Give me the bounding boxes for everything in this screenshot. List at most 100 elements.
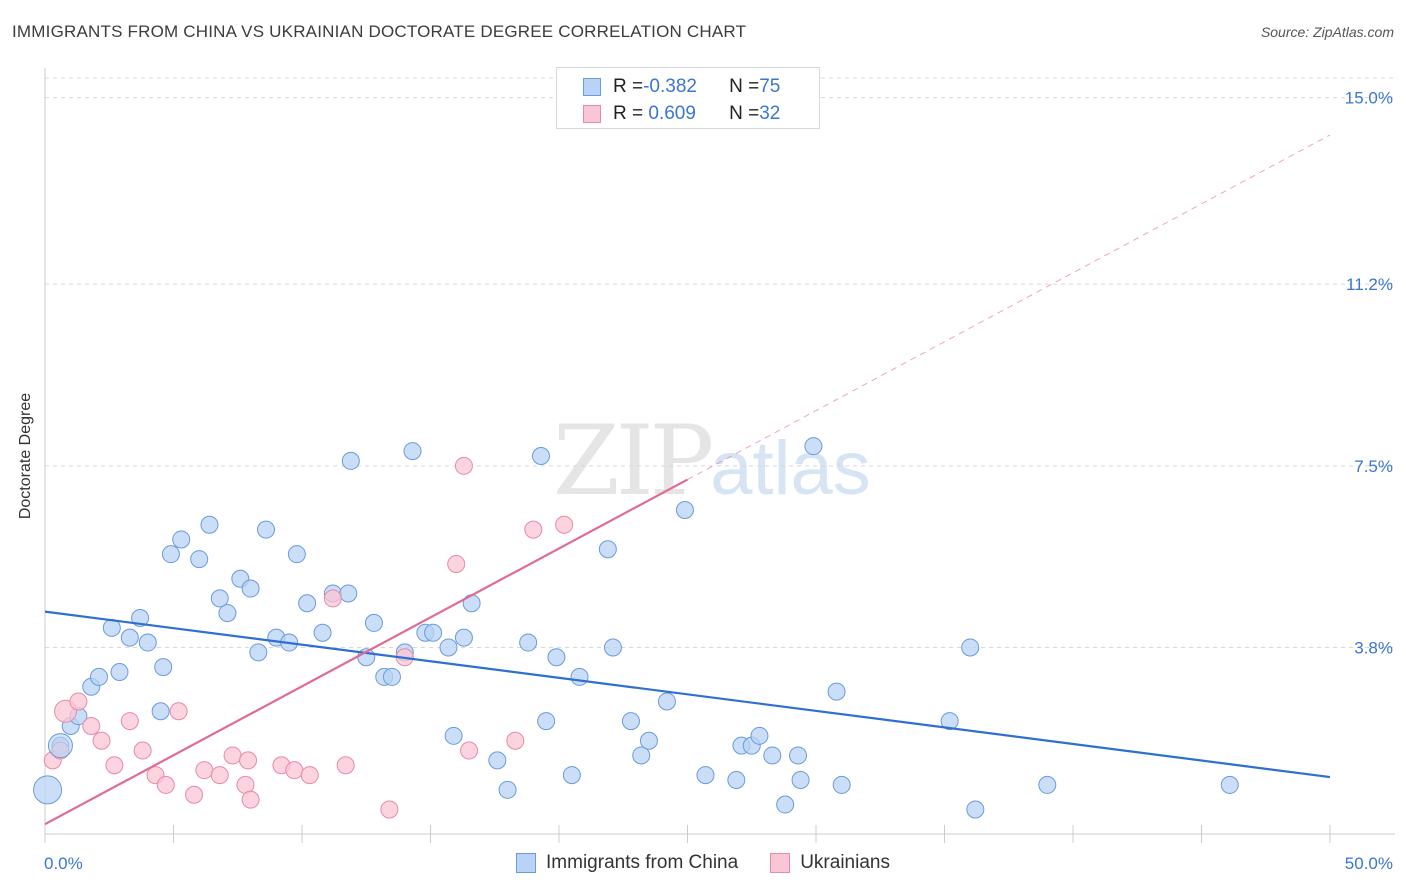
china-point — [547, 648, 566, 667]
ukrainians-point — [506, 731, 525, 750]
china-point — [598, 540, 617, 559]
legend-label-ukrainians: Ukrainians — [800, 852, 890, 873]
china-point — [444, 726, 463, 745]
china-points — [33, 437, 1239, 819]
ukrainians-point — [460, 741, 479, 760]
china-point — [537, 712, 556, 731]
legend-item-china: Immigrants from China — [516, 852, 738, 874]
china-point — [1220, 775, 1239, 794]
china-point — [151, 702, 170, 721]
r-value-ukrainians: 0.609 — [643, 103, 696, 124]
ukrainians-point — [105, 756, 124, 775]
ukrainians-point — [239, 751, 258, 770]
chart-title: IMMIGRANTS FROM CHINA VS UKRAINIAN DOCTO… — [12, 22, 747, 41]
china-point — [218, 604, 237, 623]
ukrainians-point — [169, 702, 188, 721]
china-point — [632, 746, 651, 765]
ukrainians-point — [92, 731, 111, 750]
china-point — [154, 658, 173, 677]
china-point — [210, 589, 229, 608]
china-point — [341, 451, 360, 470]
china-point — [727, 771, 746, 789]
ukrainians-point — [380, 800, 399, 819]
china-point — [750, 726, 769, 745]
legend-row-ukrainians: R = 0.609 N = 32 — [583, 102, 780, 126]
china-point — [33, 775, 63, 805]
source-credit: Source: ZipAtlas.com — [1260, 24, 1394, 40]
china-point — [498, 780, 517, 799]
ukrainians-point — [323, 589, 342, 608]
china-point — [961, 638, 980, 657]
ukrainians-point — [195, 761, 214, 780]
ukrainians-legend-swatch — [770, 853, 791, 873]
x-tick-label-max: 50.0% — [1345, 854, 1393, 873]
china-point — [966, 800, 985, 819]
china-point — [172, 530, 191, 549]
ukrainians-point — [210, 766, 229, 785]
y-tick-label: 7.5% — [1354, 457, 1393, 476]
china-point — [657, 692, 676, 711]
series-legend: Immigrants from China Ukrainians — [0, 852, 1406, 874]
ukrainians-point — [223, 746, 242, 765]
ukrainians-point — [336, 756, 355, 775]
n-label: N = — [729, 103, 760, 124]
ukrainians-point — [524, 520, 543, 539]
legend-row-china: R = -0.382 N = 75 — [583, 75, 780, 99]
china-point — [789, 746, 808, 765]
china-point — [639, 731, 658, 750]
china-point — [439, 638, 458, 657]
ukrainians-point — [69, 692, 88, 711]
x-tick-label-min: 0.0% — [44, 854, 83, 873]
ukrainians-point — [120, 712, 139, 731]
r-label: R = — [613, 103, 644, 124]
china-point — [776, 795, 795, 814]
ukrainians-point — [241, 790, 260, 809]
legend-item-ukrainians: Ukrainians — [770, 852, 890, 874]
n-value-ukrainians: 32 — [759, 103, 781, 124]
y-tick-label: 15.0% — [1345, 89, 1393, 108]
ukrainians-point — [82, 717, 101, 735]
china-point — [832, 775, 851, 794]
china-point — [570, 667, 589, 686]
ukrainians-trendline-extension — [687, 134, 1331, 481]
china-point — [241, 579, 260, 598]
china-point — [89, 667, 108, 686]
china-point — [454, 628, 473, 647]
correlation-legend: R = -0.382 N = 75 R = 0.609 N = 32 — [556, 67, 820, 129]
china-point — [364, 613, 383, 632]
ukrainians-point — [285, 761, 304, 780]
china-point — [696, 766, 715, 785]
ukrainians-point — [447, 555, 466, 573]
china-point — [763, 746, 782, 765]
china-point — [138, 633, 157, 652]
china-point — [621, 712, 640, 731]
ukrainians-point — [156, 775, 175, 794]
china-point — [424, 623, 443, 642]
china-legend-swatch — [516, 853, 537, 873]
china-point — [791, 771, 810, 789]
china-point — [110, 663, 129, 681]
y-tick-label: 3.8% — [1354, 638, 1393, 657]
china-point — [47, 733, 73, 759]
ukrainians-swatch — [583, 105, 601, 123]
ukrainians-point — [300, 766, 319, 785]
china-point — [298, 594, 317, 613]
china-point — [532, 447, 551, 465]
ukrainians-trendline — [44, 478, 689, 826]
r-value-china: -0.382 — [643, 76, 697, 97]
china-point — [249, 643, 268, 662]
china-point — [804, 437, 823, 456]
china-point — [488, 751, 507, 770]
ukrainians-point — [454, 456, 473, 475]
china-point — [200, 515, 219, 534]
china-point — [287, 545, 306, 564]
legend-label-china: Immigrants from China — [546, 852, 739, 873]
china-point — [1038, 775, 1057, 794]
china-point — [382, 667, 401, 686]
china-point — [120, 628, 139, 647]
china-point — [827, 682, 846, 701]
china-swatch — [583, 78, 601, 96]
n-label: N = — [729, 76, 760, 97]
r-label: R = — [613, 76, 644, 97]
china-point — [562, 766, 581, 785]
